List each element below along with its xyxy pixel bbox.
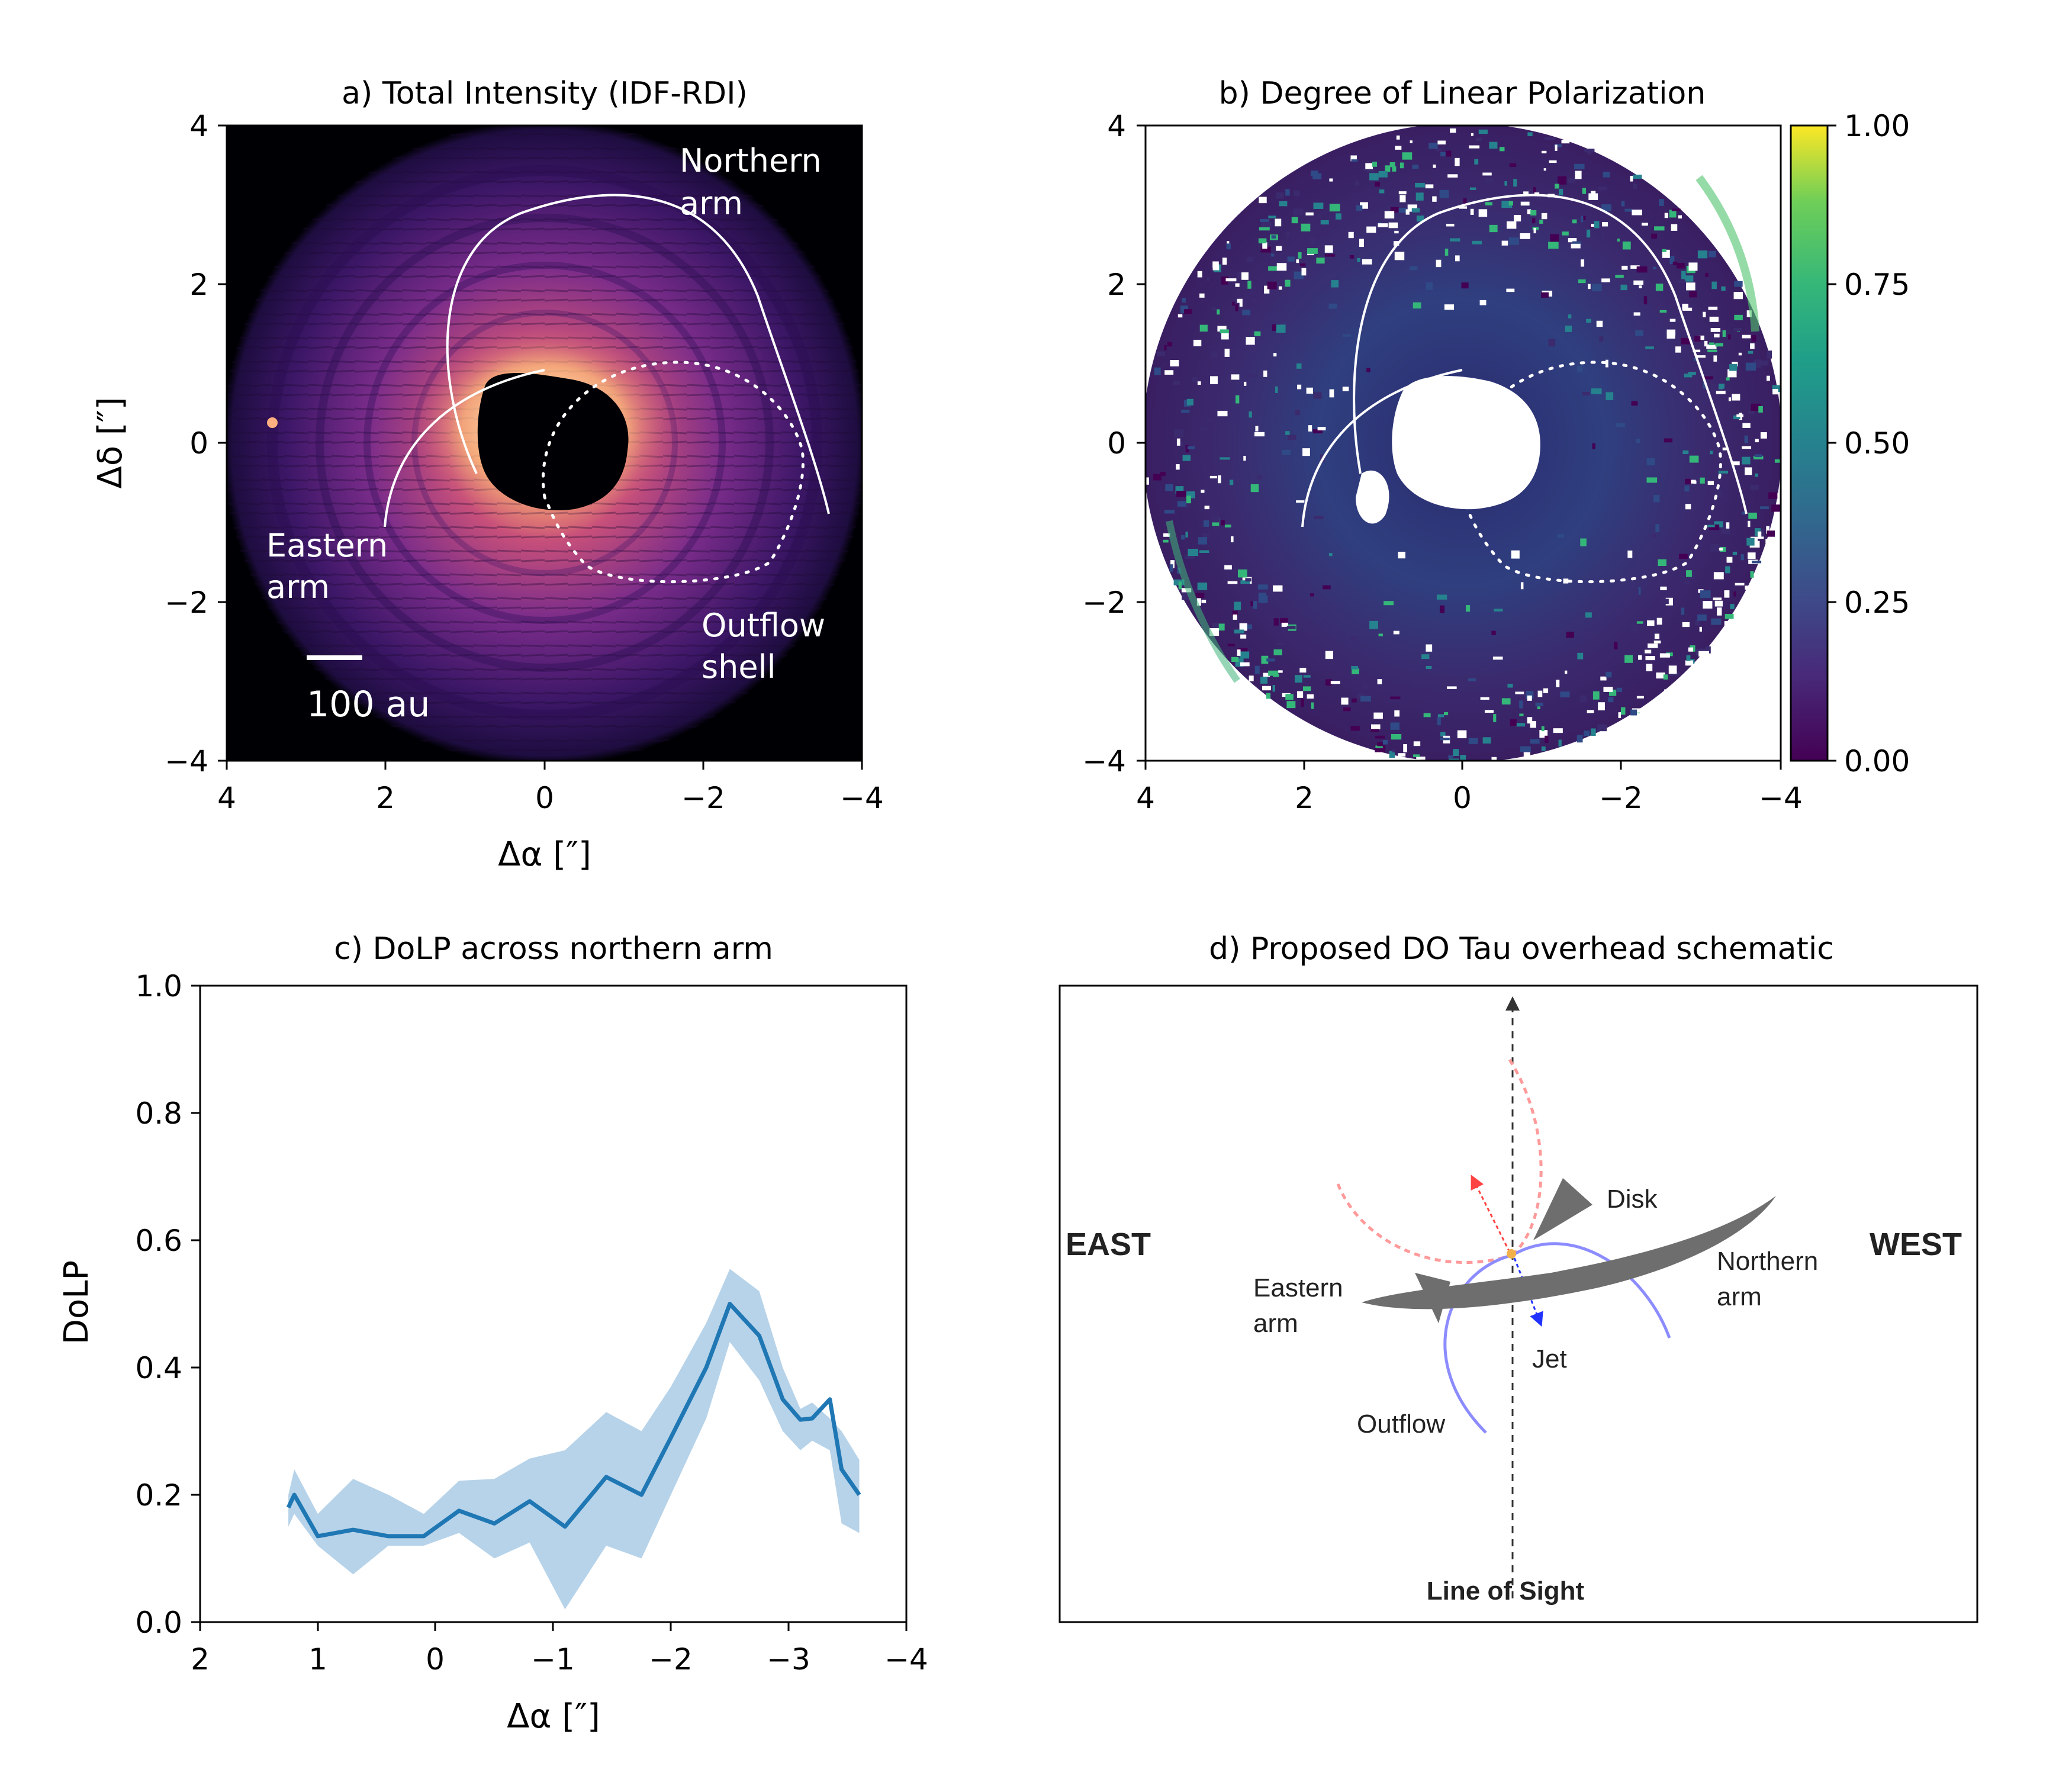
disk-arrowhead bbox=[1533, 1178, 1592, 1240]
b-ytick: 4 bbox=[1107, 109, 1126, 143]
eastern-arm-label-a: Eastern arm bbox=[266, 527, 398, 606]
star-marker bbox=[1507, 1249, 1516, 1259]
outflow-shell-curve-b bbox=[1459, 361, 1722, 584]
panel-b: b) Degree of Linear Polarization 4 2 0 − bbox=[1082, 76, 1910, 815]
blue-outflow-arc-left bbox=[1443, 1253, 1513, 1434]
c-xtick: 0 bbox=[426, 1642, 445, 1677]
northern-arm-curve-a bbox=[446, 194, 830, 514]
b-ytick: 0 bbox=[1107, 426, 1126, 461]
jet-label: Jet bbox=[1532, 1344, 1567, 1373]
a-ytick: 0 bbox=[189, 426, 208, 461]
c-ytick: 0.6 bbox=[135, 1224, 182, 1258]
eastern-arm-label-d: Eastern arm bbox=[1253, 1273, 1350, 1338]
c-ytick: 0.0 bbox=[135, 1606, 182, 1640]
c-ytick: 0.4 bbox=[135, 1351, 182, 1385]
b-xtick: −2 bbox=[1599, 781, 1643, 815]
red-jet-arrow bbox=[1471, 1175, 1511, 1253]
panel-d: d) Proposed DO Tau overhead schematic EA… bbox=[1058, 931, 1978, 1623]
a-xtick: −4 bbox=[840, 781, 884, 815]
colorbar-tick: 1.00 bbox=[1844, 109, 1910, 143]
colorbar-tick: 0.25 bbox=[1844, 585, 1910, 620]
colorbar-tick: 0.00 bbox=[1844, 744, 1910, 778]
panel-a: a) Total Intensity (IDF-RDI) Northern ar… bbox=[91, 76, 884, 874]
blue-outflow-arc-right bbox=[1511, 1242, 1671, 1339]
panel-b-title: b) Degree of Linear Polarization bbox=[1219, 76, 1706, 111]
c-xtick: −1 bbox=[531, 1642, 575, 1677]
c-ytick: 1.0 bbox=[135, 969, 182, 1003]
a-xtick: 2 bbox=[376, 781, 395, 815]
b-xtick: 2 bbox=[1295, 781, 1314, 815]
disk-label: Disk bbox=[1607, 1185, 1658, 1214]
line-of-sight-label: Line of Sight bbox=[1427, 1576, 1585, 1606]
c-ytick: 0.8 bbox=[135, 1096, 182, 1131]
a-xtick: 0 bbox=[535, 781, 554, 815]
b-ytick: 2 bbox=[1107, 268, 1126, 302]
panel-c-title: c) DoLP across northern arm bbox=[334, 931, 773, 967]
a-xtick: −2 bbox=[681, 781, 725, 815]
eastern-arm-curve-b bbox=[1301, 369, 1463, 527]
west-label: WEST bbox=[1870, 1227, 1962, 1262]
a-ytick: −4 bbox=[165, 744, 208, 778]
c-xtick: −3 bbox=[767, 1642, 810, 1677]
c-xtick: 1 bbox=[308, 1642, 327, 1677]
c-ylabel: DoLP bbox=[57, 1260, 96, 1344]
panel-b-image bbox=[1146, 126, 1781, 761]
a-ylabel: Δδ [″] bbox=[91, 397, 130, 489]
eastern-arm-arrowhead bbox=[1415, 1273, 1450, 1323]
c-xtick: −2 bbox=[649, 1642, 693, 1677]
northern-arm-curve-b bbox=[1353, 194, 1748, 514]
schematic-frame bbox=[1058, 984, 1978, 1623]
east-label: EAST bbox=[1066, 1227, 1151, 1262]
coronagraph-mask bbox=[477, 373, 629, 510]
colorbar-tick: 0.50 bbox=[1844, 426, 1910, 461]
c-xlabel: Δα [″] bbox=[507, 1697, 600, 1736]
b-xtick: −4 bbox=[1759, 781, 1803, 815]
dolp-points bbox=[288, 1304, 860, 1536]
panel-d-title: d) Proposed DO Tau overhead schematic bbox=[1209, 931, 1834, 967]
dolp-uncertainty-band bbox=[288, 1269, 860, 1610]
eastern-arm-curve-a bbox=[384, 369, 545, 527]
a-xtick: 4 bbox=[217, 781, 236, 815]
panel-a-title: a) Total Intensity (IDF-RDI) bbox=[342, 76, 748, 111]
northern-arm-label-a: Northern arm bbox=[680, 142, 832, 222]
outflow-label: Outflow bbox=[1357, 1410, 1445, 1439]
red-outflow-arc-left bbox=[1336, 1183, 1513, 1264]
c-xtick: −4 bbox=[884, 1642, 928, 1677]
c-xtick: 2 bbox=[191, 1642, 210, 1677]
outflow-shell-label-a: Outflow shell bbox=[702, 607, 835, 686]
outflow-shell-curve-a bbox=[541, 361, 805, 584]
b-xtick: 0 bbox=[1453, 781, 1472, 815]
c-ytick: 0.2 bbox=[135, 1478, 182, 1513]
b-xtick: 4 bbox=[1136, 781, 1155, 815]
a-ytick: 4 bbox=[189, 109, 208, 143]
a-ytick: −2 bbox=[165, 585, 208, 620]
northern-arm-shape bbox=[1362, 1196, 1776, 1310]
red-outflow-arc-right bbox=[1508, 1058, 1543, 1256]
point-source bbox=[267, 417, 278, 428]
a-xlabel: Δα [″] bbox=[498, 835, 591, 874]
b-ytick: −4 bbox=[1082, 744, 1126, 778]
panel-c: c) DoLP across northern arm 2 1 0 −1 −2 … bbox=[57, 931, 928, 1736]
scale-bar-label: 100 au bbox=[307, 684, 430, 725]
dolp-speckle bbox=[1146, 128, 1781, 761]
b-ytick: −2 bbox=[1082, 585, 1126, 620]
a-ytick: 2 bbox=[189, 268, 208, 302]
colorbar-tick: 0.75 bbox=[1844, 268, 1910, 302]
colorbar bbox=[1790, 124, 1829, 762]
northern-arm-label-d: Northern arm bbox=[1717, 1247, 1825, 1311]
dolp-series-line bbox=[286, 1302, 861, 1539]
